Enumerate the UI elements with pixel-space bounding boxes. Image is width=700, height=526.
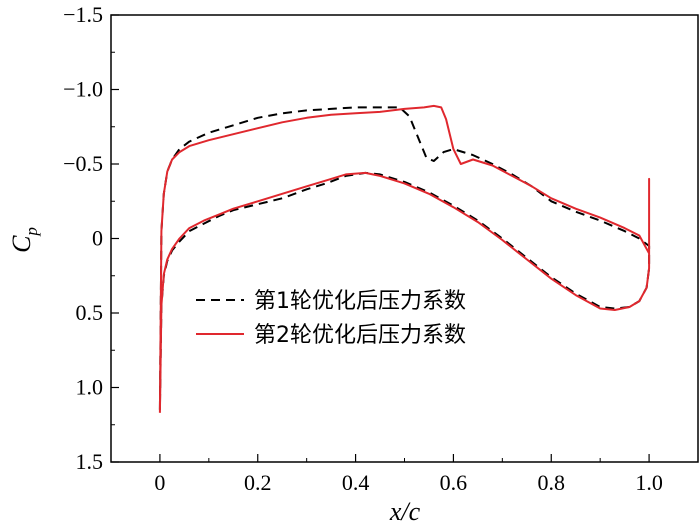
y-tick-label: 0.5 bbox=[76, 300, 104, 325]
legend-label-1: 第1轮优化后压力系数 bbox=[254, 289, 466, 314]
x-tick-label: 0.8 bbox=[538, 470, 566, 495]
y-axis-title-subscript: p bbox=[22, 227, 41, 237]
y-axis-title: Cp bbox=[7, 227, 41, 253]
x-axis-title: x/c bbox=[389, 497, 421, 526]
legend-label-2: 第2轮优化后压力系数 bbox=[254, 323, 466, 348]
plot-frame bbox=[110, 14, 699, 463]
x-tick-label: 0.6 bbox=[440, 470, 468, 495]
y-axis-ticks: −1.5 −1.0 −0.5 0 0.5 1.0 1.5 bbox=[63, 2, 119, 474]
y-tick-label: −1.5 bbox=[63, 2, 103, 27]
y-tick-label: −1.0 bbox=[63, 77, 103, 102]
y-tick-label: 1.0 bbox=[76, 375, 104, 400]
y-tick-label: 1.5 bbox=[76, 449, 104, 474]
series-line-1 bbox=[158, 106, 651, 410]
x-tick-label: 0 bbox=[154, 470, 165, 495]
x-tick-label: 0.2 bbox=[244, 470, 272, 495]
series-layer bbox=[158, 104, 651, 413]
x-tick-label: 0.4 bbox=[342, 470, 370, 495]
series-line-2 bbox=[158, 104, 651, 413]
y-tick-label: −0.5 bbox=[63, 151, 103, 176]
y-axis-title-main: C bbox=[7, 235, 36, 253]
x-tick-label: 1.0 bbox=[635, 470, 663, 495]
y-tick-label: 0 bbox=[92, 226, 103, 251]
x-axis-ticks: 0 0.2 0.4 0.6 0.8 1.0 bbox=[110, 454, 699, 495]
svg-text:Cp: Cp bbox=[7, 227, 41, 253]
